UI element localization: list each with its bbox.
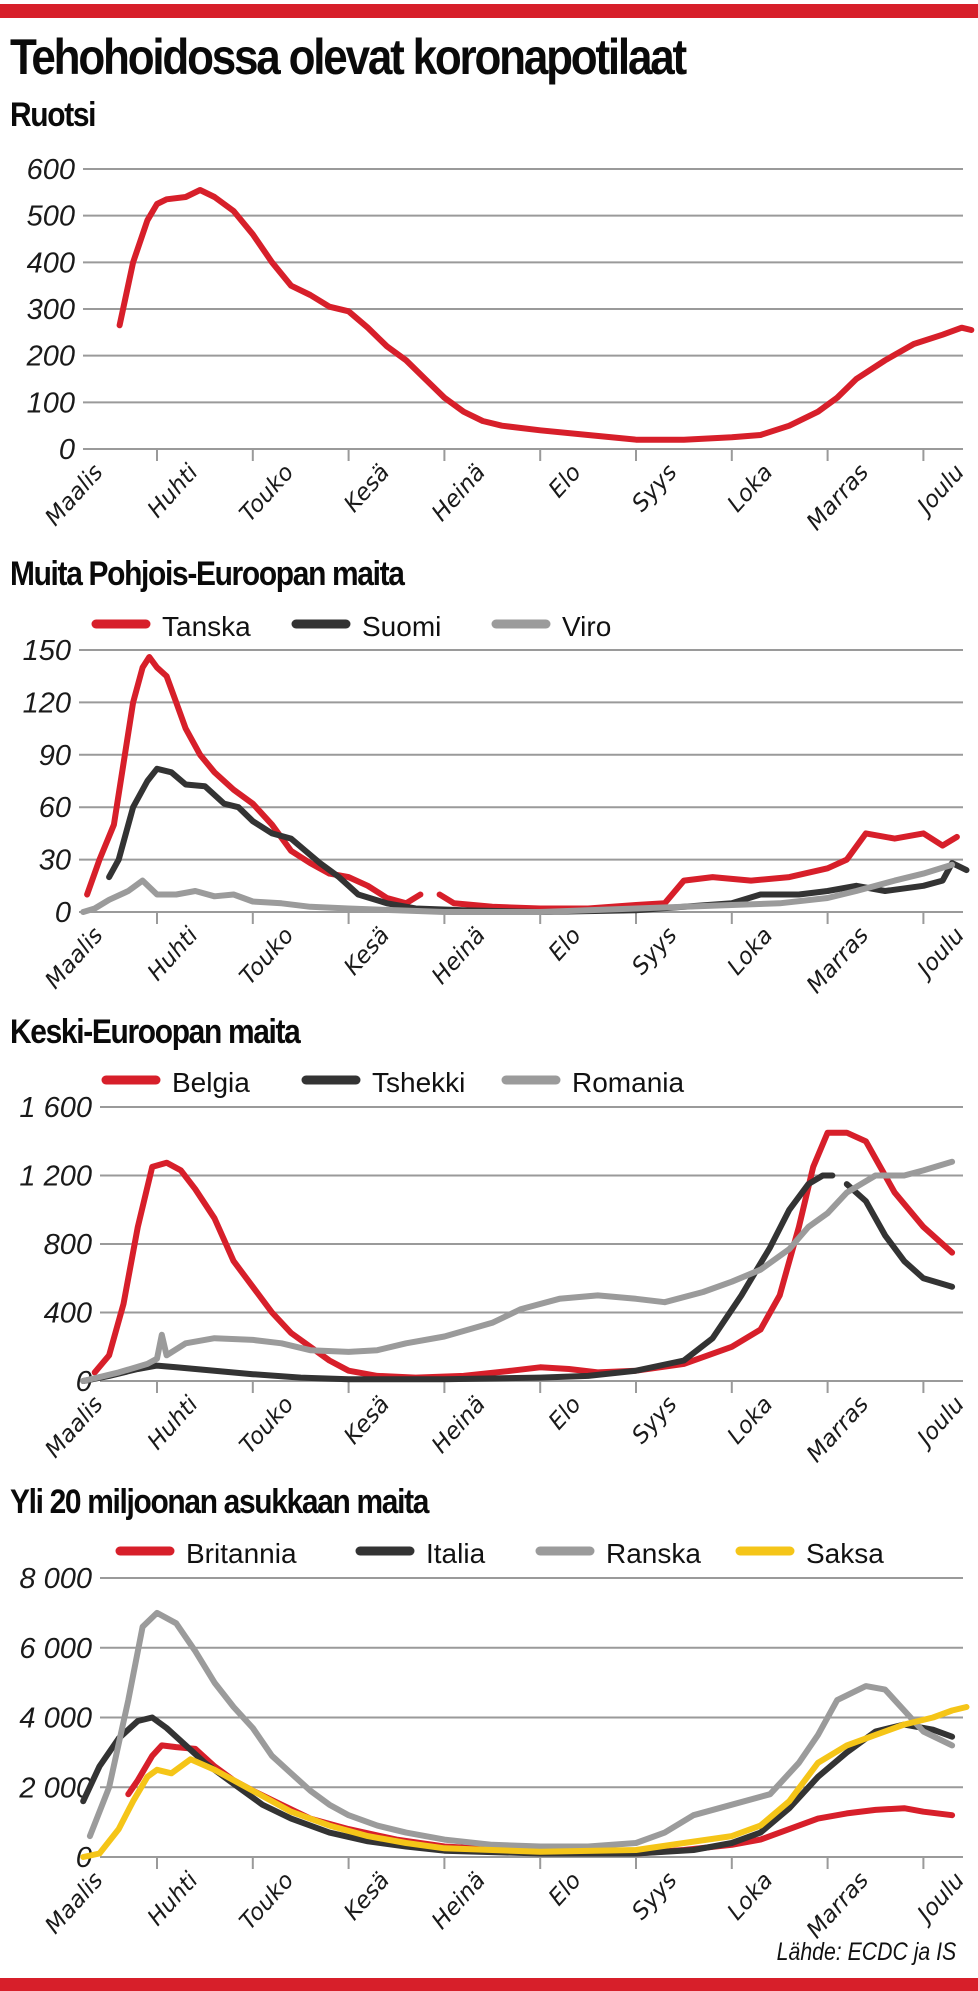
x-tick-label-touko: Touko (235, 923, 299, 990)
y-tick-label: 4 000 (19, 1703, 92, 1735)
x-tick-label-huhti: Huhti (143, 1391, 204, 1455)
legend-label-ranska: Ranska (606, 1538, 701, 1569)
y-tick-label: 2 000 (18, 1772, 92, 1804)
series-line-suomi (106, 765, 970, 915)
top-frame-bar (0, 4, 978, 18)
x-tick-label-joulu: Joulu (910, 1868, 970, 1930)
legend-label-suomi: Suomi (362, 611, 441, 642)
x-tick-label-maalis: Maalis (40, 460, 108, 532)
y-tick-label: 6 000 (19, 1633, 92, 1665)
y-tick-label: 300 (27, 294, 75, 326)
y-tick-label: 400 (27, 247, 75, 279)
x-tick-label-loka: Loka (723, 1868, 779, 1926)
x-tick-label-marras: Marras (802, 1392, 874, 1468)
x-tick-label-maalis: Maalis (40, 1868, 108, 1940)
chart-title-suuret-maat: Yli 20 miljoonan asukkaan maita (10, 1483, 429, 1521)
series-line-tanska (84, 654, 424, 907)
legend-label-italia: Italia (426, 1538, 486, 1569)
series-line-saksa (80, 1704, 970, 1860)
x-tick-label-maalis: Maalis (40, 923, 108, 995)
y-tick-label: 800 (44, 1229, 92, 1261)
x-tick-label-heinä: Heinä (427, 923, 491, 990)
chart-1: 0 100 200 300 400 500 600 Maalis Huhti Touko Kesä H… (26, 154, 975, 536)
series-line-tshekki (80, 1172, 836, 1384)
y-tick-label: 1 600 (19, 1092, 92, 1124)
series-line-ruotsi (116, 187, 975, 443)
x-tick-label-kesä: Kesä (339, 1392, 395, 1450)
legend-label-tshekki: Tshekki (372, 1067, 465, 1098)
y-tick-label: 1 200 (19, 1161, 92, 1193)
x-tick-label-syys: Syys (627, 1392, 682, 1449)
y-tick-label: 400 (44, 1298, 92, 1330)
x-tick-label-marras: Marras (802, 923, 874, 999)
legend-label-tanska: Tanska (162, 611, 251, 642)
page-title: Tehohoidossa olevat koronapotilaat (10, 29, 687, 85)
x-tick-label-heinä: Heinä (427, 460, 491, 527)
x-tick-label-marras: Marras (802, 1868, 874, 1944)
x-tick-label-huhti: Huhti (143, 1867, 204, 1931)
x-tick-label-elo: Elo (544, 923, 587, 966)
source-note: Lähde: ECDC ja IS (776, 1938, 956, 1966)
x-tick-label-syys: Syys (627, 460, 682, 517)
x-tick-label-huhti: Huhti (143, 459, 204, 523)
x-tick-label-heinä: Heinä (427, 1868, 491, 1935)
legend-label-britannia: Britannia (186, 1538, 297, 1569)
chart-2: 0 30 60 90 120 150 Maalis Huhti Touko Kesä Heinä El… (23, 611, 970, 999)
series-line-ranska (86, 1609, 956, 1850)
x-tick-label-maalis: Maalis (40, 1392, 108, 1464)
legend-label-romania: Romania (572, 1067, 684, 1098)
y-tick-label: 200 (26, 341, 75, 373)
x-tick-label-elo: Elo (544, 460, 587, 503)
chart-title-keski-eurooppa: Keski-Euroopan maita (10, 1013, 301, 1051)
x-tick-label-loka: Loka (723, 923, 779, 981)
x-tick-label-joulu: Joulu (910, 923, 970, 985)
legend-label-viro: Viro (562, 611, 611, 642)
y-tick-label: 100 (27, 387, 75, 419)
x-tick-label-kesä: Kesä (339, 1868, 395, 1926)
x-tick-label-elo: Elo (544, 1868, 587, 1911)
x-tick-label-loka: Loka (723, 1392, 779, 1450)
chart-title-pohjois-eurooppa: Muita Pohjois-Euroopan maita (10, 555, 405, 593)
y-tick-label: 150 (23, 635, 71, 667)
series-line-romania (80, 1158, 956, 1384)
y-tick-label: 8 000 (19, 1563, 92, 1595)
x-tick-label-kesä: Kesä (339, 460, 395, 518)
x-tick-label-joulu: Joulu (910, 1392, 970, 1454)
x-tick-label-marras: Marras (802, 460, 874, 536)
series-line-italia (80, 1714, 956, 1857)
x-tick-label-elo: Elo (544, 1392, 587, 1435)
legend-label-saksa: Saksa (806, 1538, 884, 1569)
series-line-viro (80, 861, 956, 915)
y-tick-label: 500 (27, 201, 75, 233)
y-tick-label: 0 (55, 897, 71, 929)
y-tick-label: 90 (39, 740, 71, 772)
x-tick-label-loka: Loka (723, 460, 779, 518)
x-tick-label-syys: Syys (627, 1868, 682, 1925)
x-tick-label-heinä: Heinä (427, 1392, 491, 1459)
x-tick-label-huhti: Huhti (143, 922, 204, 986)
bottom-frame-bar (0, 1978, 978, 1991)
y-tick-label: 120 (23, 687, 71, 719)
series-line-tshekki (843, 1181, 956, 1290)
y-tick-label: 60 (39, 792, 71, 824)
x-tick-label-kesä: Kesä (339, 923, 395, 981)
y-tick-label: 0 (59, 434, 75, 466)
y-tick-label: 600 (27, 154, 75, 186)
legend-label-belgia: Belgia (172, 1067, 250, 1098)
series-line-tanska (436, 830, 960, 912)
x-tick-label-syys: Syys (627, 923, 682, 980)
x-tick-label-touko: Touko (235, 1868, 299, 1935)
chart-title-ruotsi: Ruotsi (10, 96, 96, 134)
x-tick-label-joulu: Joulu (910, 460, 970, 522)
y-tick-label: 30 (39, 845, 71, 877)
x-tick-label-touko: Touko (235, 1392, 299, 1459)
x-tick-label-touko: Touko (235, 460, 299, 527)
